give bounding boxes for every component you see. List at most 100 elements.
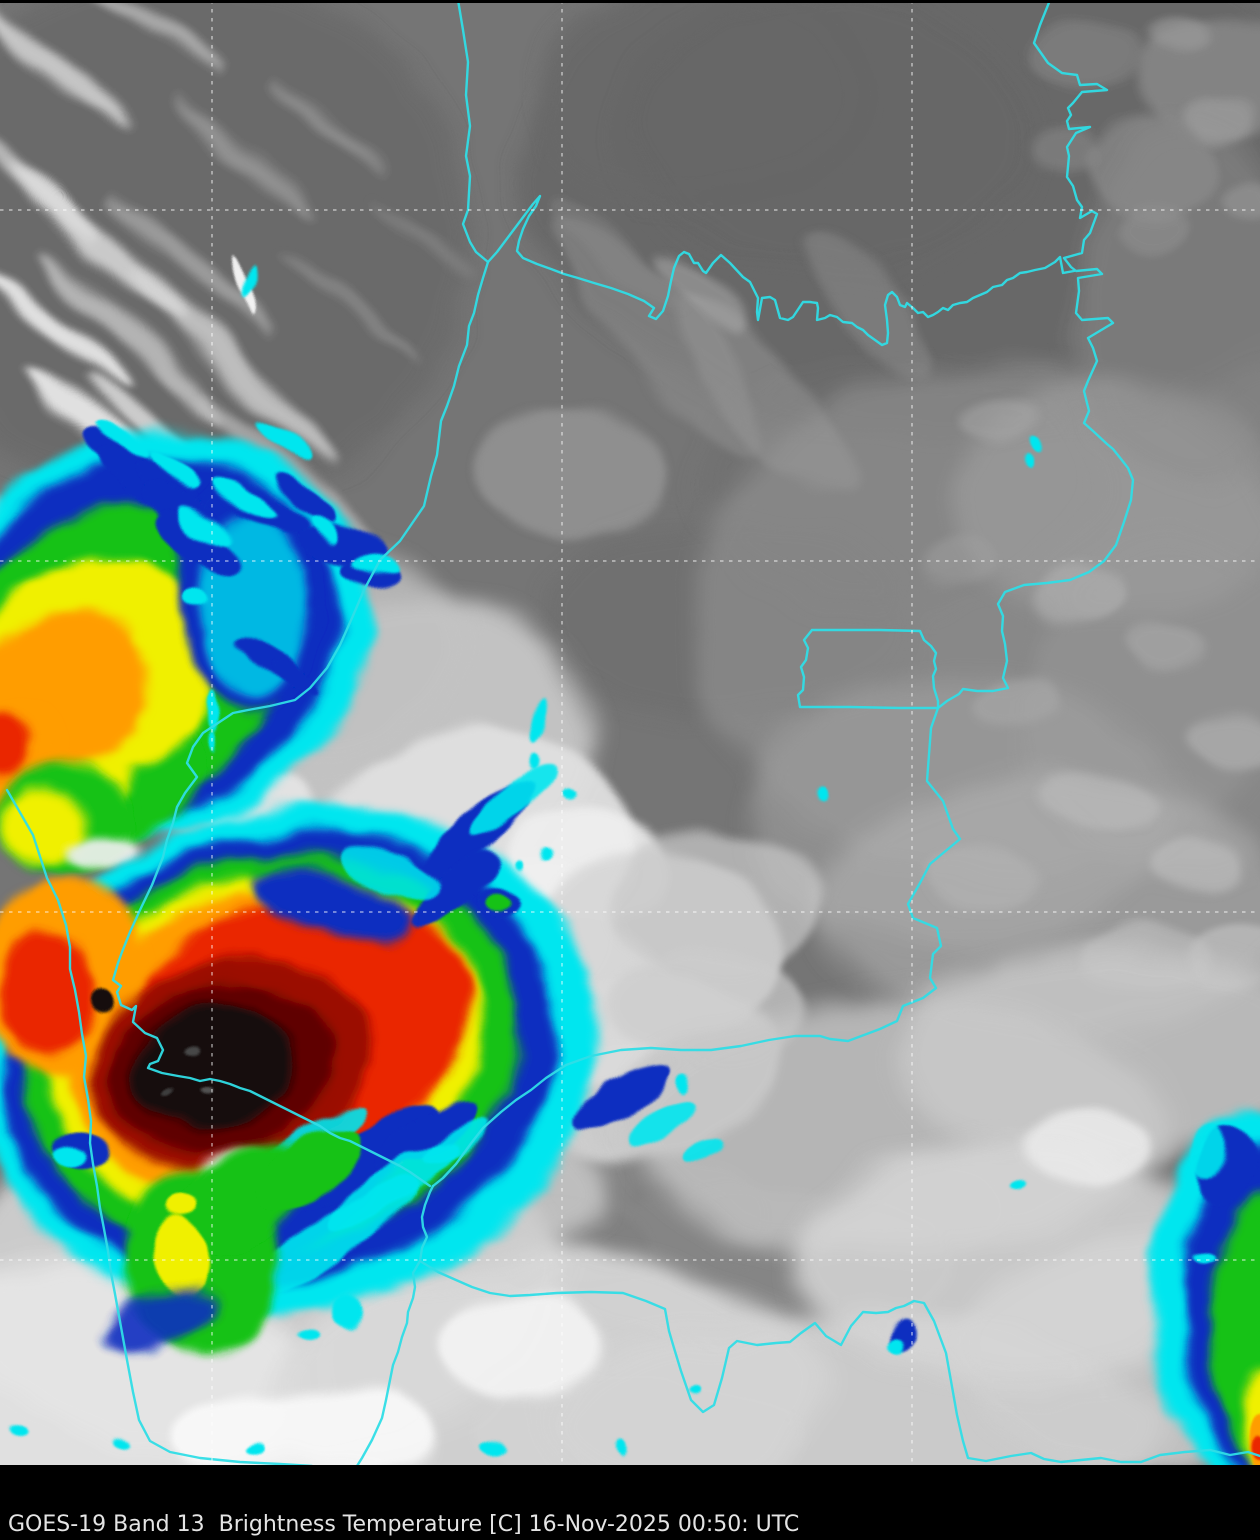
cold-cloud-top <box>411 852 499 928</box>
cold-cloud-top <box>342 847 442 897</box>
cloud-patch <box>264 80 386 170</box>
cloud-patch <box>662 248 748 342</box>
cold-cloud-top <box>166 1193 198 1217</box>
cold-cloud-top <box>0 711 32 779</box>
cloud-patch <box>1080 120 1220 220</box>
cloud-patch <box>289 250 421 360</box>
boundary-right-border <box>431 0 1135 1188</box>
cold-cloud-top <box>816 788 828 804</box>
cloud-patch <box>895 950 1260 1160</box>
cloud-patch <box>0 263 129 387</box>
boundary-layer <box>5 0 1260 1465</box>
cloud-patch <box>440 1298 610 1402</box>
cold-cloud-top <box>572 1064 672 1130</box>
boundary-bottom-east-border <box>418 1259 1260 1464</box>
cold-cloud-top <box>244 266 256 298</box>
cold-cloud-top <box>200 1088 212 1096</box>
cold-cloud-top <box>210 480 274 518</box>
cold-cloud-top <box>52 1148 88 1172</box>
cold-cloud-top <box>889 1335 907 1355</box>
cloud-patch <box>1110 206 1190 254</box>
cloud-patch <box>807 228 933 372</box>
cold-cloud-top <box>8 1422 28 1434</box>
cold-cloud-top <box>158 511 246 571</box>
cold-cloud-top <box>274 473 336 527</box>
cold-cloud-top <box>248 1446 268 1458</box>
cloud-patch <box>88 0 212 69</box>
cold-cloud-top <box>561 790 575 800</box>
cloud-patch <box>1045 770 1155 830</box>
cold-cloud-top <box>479 1440 505 1454</box>
cloud-patch <box>43 249 227 421</box>
cloud-patch <box>920 848 1040 912</box>
cold-cloud-top <box>624 1097 700 1147</box>
cloud-patch <box>169 96 321 214</box>
cold-cloud-top <box>1193 1124 1231 1176</box>
cold-cloud-top <box>179 1047 193 1057</box>
cold-cloud-top <box>150 1215 206 1295</box>
cold-cloud-top <box>293 527 387 569</box>
cold-cloud-top <box>167 1092 177 1100</box>
cloud-patch <box>970 672 1070 728</box>
cloud-patch <box>170 1395 430 1465</box>
cold-cloud-top <box>618 1440 628 1456</box>
cold-cloud-top <box>256 422 310 456</box>
cloud-patch <box>480 403 670 537</box>
cold-cloud-top <box>97 423 145 459</box>
cloud-patch <box>1185 714 1260 766</box>
cold-cloud-top <box>487 894 513 912</box>
cold-cloud-top <box>252 866 412 938</box>
boundary-west-border <box>5 788 313 1465</box>
cloud-patch <box>1130 626 1210 674</box>
cold-cloud-top <box>332 1297 358 1327</box>
cold-cloud-top <box>67 833 143 871</box>
cold-cloud-top <box>528 753 538 771</box>
cold-cloud-top <box>0 790 88 866</box>
cold-cloud-top <box>1021 455 1031 471</box>
cloud-patch <box>1035 574 1125 626</box>
cold-cloud-top <box>355 561 399 579</box>
cloud-patch <box>1020 1103 1150 1187</box>
cloud-patch <box>561 196 679 314</box>
cold-cloud-top <box>424 1117 496 1163</box>
cloud-patch <box>922 538 998 582</box>
cloud-patch <box>668 294 852 496</box>
cold-cloud-top <box>1014 1181 1030 1191</box>
cold-cloud-top <box>515 858 525 868</box>
cloud-patch <box>373 194 477 276</box>
cloud-patch <box>610 830 830 970</box>
cold-cloud-top <box>102 1288 218 1352</box>
cold-cloud-top <box>1031 433 1043 453</box>
cloud-patch <box>1035 25 1145 95</box>
cold-cloud-top <box>184 588 212 608</box>
satellite-map <box>0 0 1260 1465</box>
cloud-patch <box>1190 98 1260 142</box>
cold-cloud-top <box>207 732 215 750</box>
caption-bar: GOES-19 Band 13 Brightness Temperature [… <box>0 1465 1260 1540</box>
boundary-central-state-border <box>111 0 490 1188</box>
cold-cloud-top <box>680 1071 692 1089</box>
cold-cloud-top <box>306 517 338 545</box>
cold-cloud-top <box>531 700 549 744</box>
cloud-patch <box>114 197 276 333</box>
boundary-small-box-boundary <box>796 628 940 710</box>
cold-cloud-top <box>92 989 118 1011</box>
top-edge-strip <box>0 0 1260 3</box>
cloud-patch <box>960 398 1040 442</box>
cold-cloud-top <box>257 1127 363 1213</box>
cold-cloud-top <box>685 1138 725 1166</box>
cold-cloud-top <box>377 1101 483 1169</box>
cloud-patch <box>1150 832 1250 888</box>
cold-cloud-top <box>475 765 555 835</box>
cold-cloud-top <box>542 843 552 857</box>
cold-cloud-top <box>145 451 197 487</box>
boundary-east-west-border <box>486 194 1076 347</box>
cold-cloud-top <box>299 1332 321 1344</box>
cloud-patch <box>630 0 1030 270</box>
caption-text: GOES-19 Band 13 Brightness Temperature [… <box>8 1512 800 1537</box>
cloud-patch <box>795 1140 1215 1390</box>
cloud-patch <box>1150 22 1210 58</box>
cloud-patch <box>137 270 333 460</box>
cloud-patch <box>0 8 134 132</box>
